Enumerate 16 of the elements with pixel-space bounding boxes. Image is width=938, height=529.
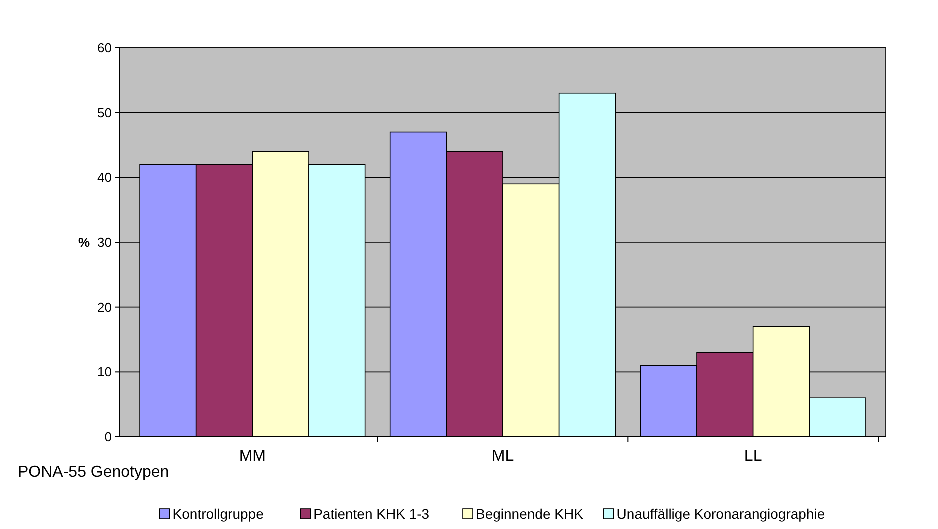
y-axis-title: %: [78, 235, 90, 250]
y-tick-label: 0: [104, 430, 112, 445]
x-tick-label: MM: [239, 448, 266, 465]
legend-label: Beginnende KHK: [476, 506, 584, 522]
legend-label: Patienten KHK 1-3: [314, 506, 430, 522]
y-tick-label: 50: [98, 105, 112, 120]
legend-label: Unauffällige Koronarangiographie: [616, 506, 826, 522]
y-tick-label: 60: [98, 40, 112, 56]
y-tick-label: 20: [98, 300, 112, 315]
x-axis-title: PONA-55 Genotypen: [18, 464, 170, 481]
x-tick-label: LL: [744, 448, 762, 465]
x-tick-label: ML: [492, 448, 514, 465]
y-tick-label: 40: [98, 170, 112, 186]
legend-label: Kontrollgruppe: [172, 506, 264, 522]
y-tick-label: 10: [98, 364, 112, 380]
y-tick-label: 30: [98, 235, 112, 250]
